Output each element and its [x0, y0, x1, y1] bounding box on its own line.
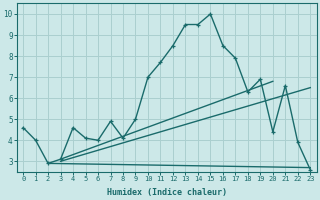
- X-axis label: Humidex (Indice chaleur): Humidex (Indice chaleur): [107, 188, 227, 197]
